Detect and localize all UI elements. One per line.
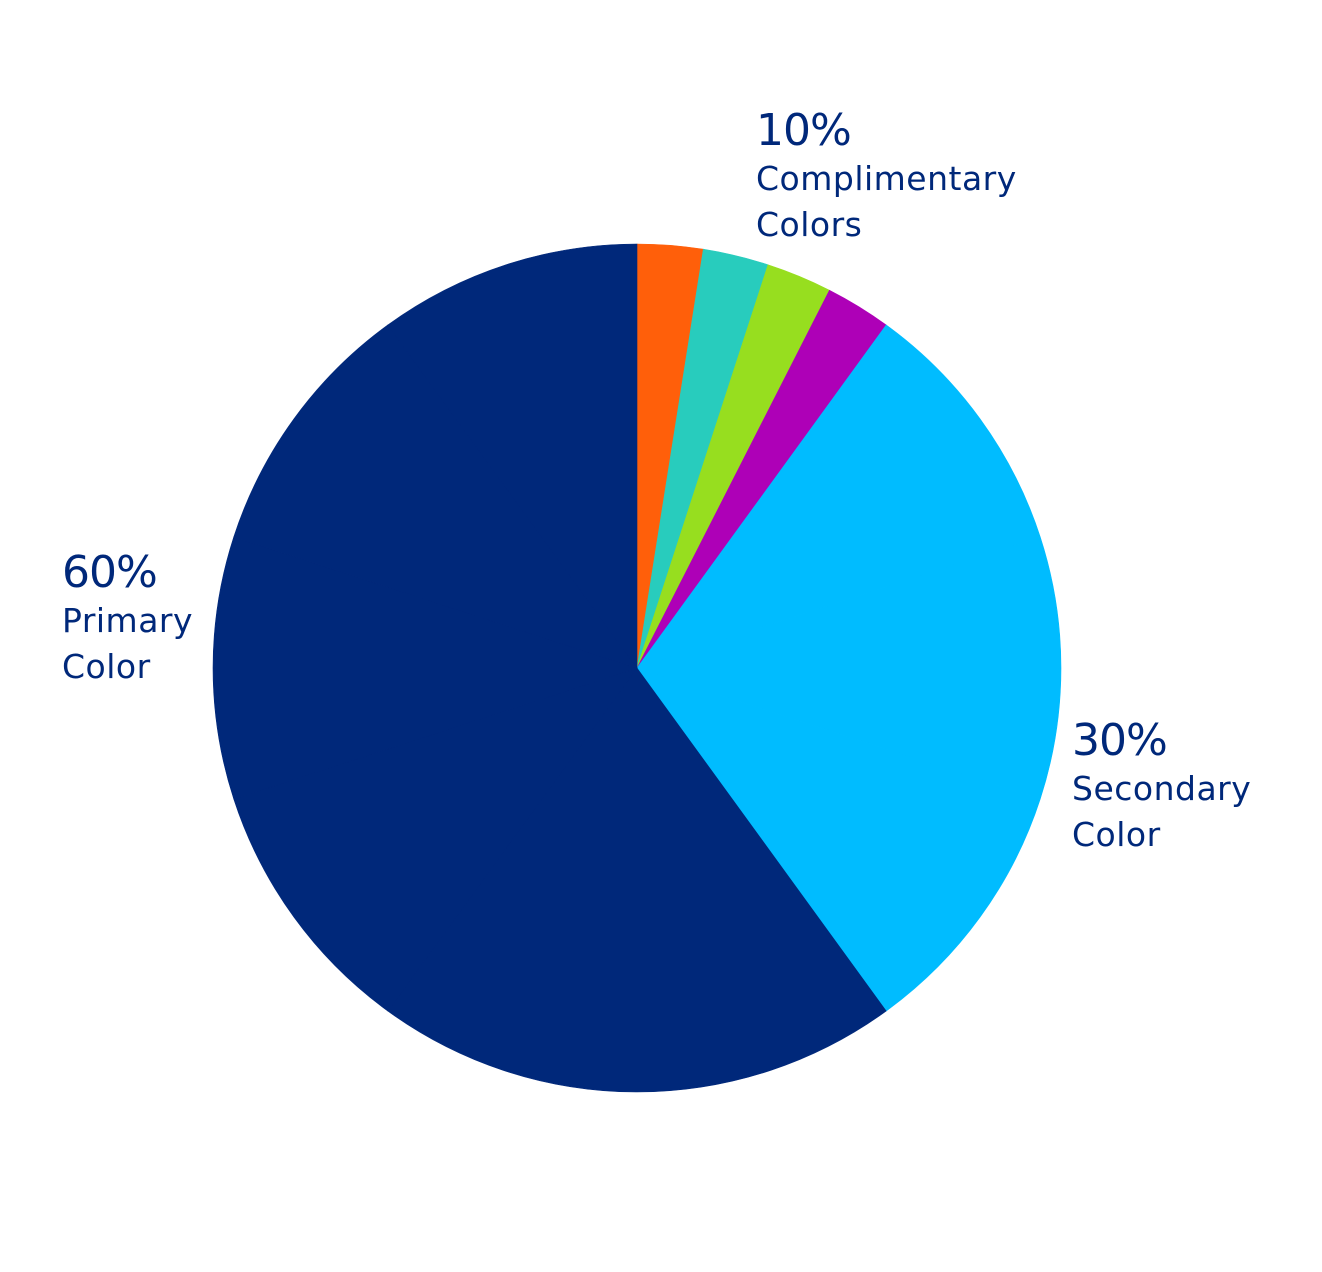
primary-label-line2: Color [62,647,151,686]
secondary-label-line1: Secondary [1072,769,1252,808]
complimentary-colors-callout: 10% Complimentary Colors [756,106,1017,248]
pie-slice-11 [233,324,638,669]
primary-color-callout: 60% Primary Color [62,548,193,690]
primary-label-line1: Primary [62,601,194,640]
secondary-color-callout: 30% Secondary Color [1072,716,1251,858]
pie-slice-12 [387,243,638,669]
pie-slice-6 [636,536,1062,800]
primary-percent-label: 60% [62,547,158,598]
pie-slice-7 [636,667,1041,1012]
pie-slice-9 [233,667,638,1012]
secondary-label-line2: Color [1072,815,1161,854]
pie-slices [212,243,1062,1093]
complimentary-label-line1: Complimentary [756,159,1017,198]
pie-slice-5 [636,324,1041,669]
pie-slice-10 [212,536,638,800]
complimentary-label-line2: Colors [756,205,863,244]
complimentary-percent-label: 10% [756,105,852,156]
pie-slice-8 [387,667,887,1093]
secondary-percent-label: 30% [1072,715,1168,766]
